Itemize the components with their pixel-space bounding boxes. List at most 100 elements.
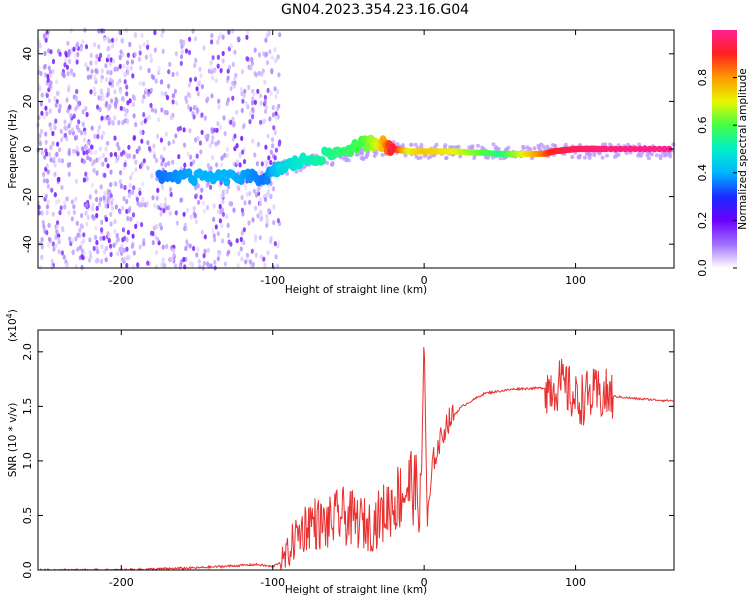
spectrogram-noise-point: [419, 143, 424, 147]
spectrogram-noise-point: [233, 146, 237, 152]
spectrogram-noise-point: [592, 153, 597, 157]
spectrogram-noise-point: [263, 79, 267, 85]
spectrogram-noise-point: [217, 208, 221, 214]
spectrogram-noise-point: [145, 44, 150, 50]
spectrogram-noise-point: [272, 220, 276, 226]
spectrogram-noise-point: [240, 195, 244, 201]
spectrogram-noise-point: [216, 256, 220, 262]
spectrogram-noise-point: [63, 132, 68, 138]
spectrogram-noise-point: [231, 28, 235, 34]
spectrogram-noise-point: [99, 88, 103, 94]
spectrogram-noise-point: [138, 80, 142, 86]
spectrogram-x-label: Height of straight line (km): [285, 284, 427, 296]
svg-text:1.0: 1.0: [21, 452, 34, 470]
spectrogram-noise-point: [128, 153, 132, 159]
ridge-point: [612, 145, 620, 153]
spectrogram-noise-point: [172, 252, 176, 258]
spectrogram-noise-point: [218, 203, 222, 210]
spectrogram-noise-point: [125, 246, 129, 252]
spectrogram-noise-point: [93, 133, 97, 139]
spectrogram-noise-point: [179, 197, 183, 203]
spectrogram-noise-point: [146, 39, 150, 45]
spectrogram-noise-point: [248, 259, 253, 265]
spectrogram-noise-point: [122, 256, 126, 262]
svg-text:-200: -200: [109, 274, 134, 287]
spectrogram-noise-point: [529, 156, 534, 161]
spectrogram-noise-point: [161, 48, 165, 55]
spectrogram-noise-point: [143, 118, 147, 124]
spectrogram-noise-point: [227, 249, 231, 255]
spectrogram-noise-point: [105, 100, 109, 106]
spectrogram-noise-point: [152, 143, 156, 149]
spectrogram-noise-point: [132, 95, 136, 101]
spectrogram-noise-point: [203, 115, 207, 121]
spectrogram-noise-point: [193, 76, 198, 82]
spectrogram-noise-point: [97, 28, 101, 34]
spectrogram-noise-point: [198, 140, 202, 146]
spectrogram-noise-point: [196, 107, 200, 113]
svg-text:0: 0: [421, 274, 428, 287]
spectrogram-noise-point: [64, 262, 68, 268]
spectrogram-noise-point: [233, 133, 237, 139]
spectrogram-noise-point: [64, 58, 68, 64]
spectrogram-noise-point: [141, 81, 146, 87]
spectrogram-noise-point: [210, 69, 214, 75]
spectrogram-noise-point: [246, 104, 250, 110]
spectrogram-noise-point: [74, 236, 78, 242]
spectrogram-noise-point: [94, 59, 98, 66]
spectrogram-noise-point: [198, 79, 202, 85]
spectrogram-noise-point: [185, 239, 189, 245]
svg-text:1.5: 1.5: [21, 398, 34, 416]
spectrogram-noise-point: [42, 114, 47, 120]
spectrogram-noise-point: [265, 218, 269, 224]
spectrogram-noise-point: [248, 199, 252, 205]
spectrogram-noise-point: [260, 161, 264, 167]
spectrogram-noise-point: [276, 106, 280, 112]
spectrogram-noise-point: [248, 191, 252, 197]
svg-text:20: 20: [21, 94, 34, 108]
spectrogram-noise-point: [138, 244, 142, 250]
spectrogram-noise-point: [60, 184, 64, 191]
spectrogram-noise-point: [205, 182, 209, 188]
spectrogram-noise-point: [196, 183, 200, 189]
spectrogram-noise-point: [172, 93, 176, 99]
spectrogram-noise-point: [119, 49, 123, 55]
spectrogram-noise-point: [112, 181, 116, 187]
spectrogram-noise-point: [253, 47, 257, 53]
spectrogram-noise-point: [132, 250, 136, 256]
spectrogram-noise-point: [182, 142, 187, 148]
spectrogram-noise-point: [263, 159, 268, 165]
spectrogram-noise-point: [171, 99, 175, 105]
spectrogram-noise-point: [138, 44, 142, 50]
spectrogram-noise-point: [99, 184, 103, 190]
spectrogram-noise-point: [123, 162, 127, 168]
spectrogram-noise-point: [49, 73, 53, 79]
colorbar-label: Normalized spectral amplitude: [737, 68, 749, 229]
spectrogram-noise-point: [200, 187, 204, 193]
snr-y-ticks: 0.0 0.5 1.0 1.5 2.0: [21, 343, 674, 579]
spectrogram-noise-point: [570, 155, 575, 159]
spectrogram-noise-point: [174, 263, 178, 269]
spectrogram-noise-point: [123, 184, 127, 191]
spectrogram-noise-point: [48, 108, 52, 114]
spectrogram-noise-point: [226, 232, 231, 238]
spectrogram-noise-point: [89, 254, 93, 260]
spectrogram-noise-point: [225, 146, 229, 152]
spectrogram-noise-point: [63, 119, 67, 125]
spectrogram-noise-point: [259, 209, 263, 215]
spectrogram-noise-point: [255, 192, 259, 198]
spectrogram-noise-point: [46, 169, 50, 175]
spectrogram-noise-point: [184, 245, 188, 252]
spectrogram-noise-point: [60, 158, 65, 164]
colorbar-tick: 0.6: [696, 116, 737, 134]
spectrogram-noise-point: [147, 67, 151, 74]
spectrogram-noise-point: [85, 202, 89, 208]
spectrogram-noise-point: [167, 160, 171, 166]
spectrogram-noise-point: [45, 178, 50, 184]
spectrogram-noise-point: [171, 71, 175, 78]
spectrogram-noise-point: [50, 264, 54, 270]
svg-text:0.0: 0.0: [21, 561, 34, 579]
spectrogram-noise-point: [51, 68, 55, 74]
spectrogram-noise-point: [211, 154, 215, 161]
spectrogram-noise-point: [140, 161, 144, 167]
